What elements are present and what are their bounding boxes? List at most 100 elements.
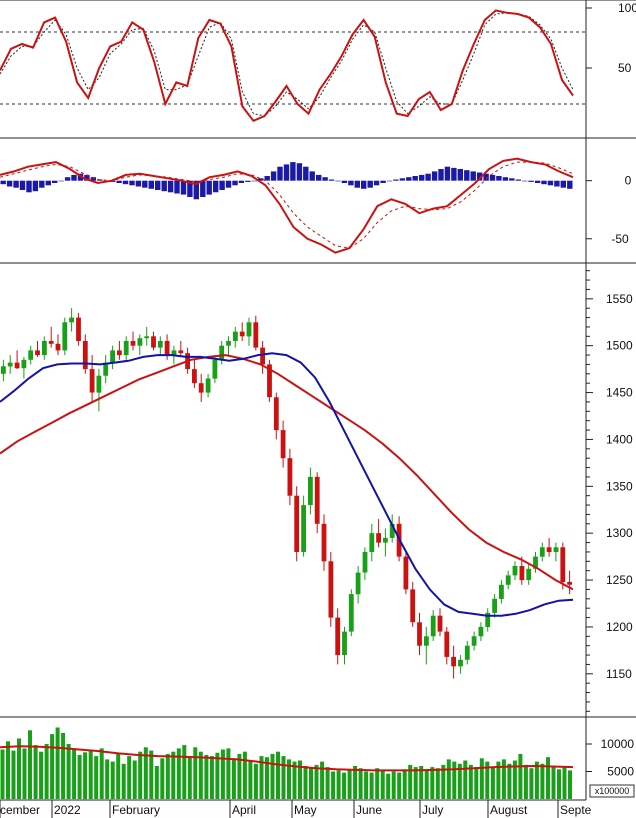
volume-bar (44, 744, 49, 799)
macd-tick-label: 0 (625, 174, 632, 188)
macd-histogram-bar (116, 180, 122, 183)
macd-histogram-bar (547, 180, 554, 186)
volume-bar (72, 748, 77, 799)
volume-unit-label: x100000 (595, 786, 630, 796)
candle-body (280, 430, 286, 459)
candle-body (451, 656, 456, 667)
price-panel: 1550 1500 1450 1400 1350 1300 1250 1200 1150 (0, 263, 636, 718)
candle-body (294, 495, 300, 552)
volume-bar (512, 760, 517, 799)
macd-histogram-bar (470, 171, 476, 181)
macd-histogram-bar (541, 180, 547, 185)
candle-body (226, 341, 231, 346)
volume-bar (99, 748, 104, 799)
x-tick-label: cember (0, 803, 40, 817)
volume-bar (325, 767, 330, 799)
macd-histogram-bar (13, 180, 19, 188)
macd-histogram-bar (45, 180, 51, 186)
volume-bar (303, 766, 308, 799)
volume-bar (320, 761, 325, 799)
candle-body (478, 626, 484, 637)
macd-histogram-bar (193, 180, 199, 200)
candle-body (424, 636, 429, 646)
macd-histogram-bar (534, 180, 541, 183)
volume-bar (33, 745, 38, 799)
volume-bar (220, 749, 225, 799)
volume-bar (237, 753, 242, 799)
volume-bars (0, 727, 572, 800)
volume-bar (568, 770, 572, 799)
volume-bar (209, 756, 214, 799)
candle-body (267, 364, 272, 398)
macd-histogram-bar (290, 162, 296, 181)
volume-bar (149, 750, 154, 799)
volume-bar (77, 755, 82, 799)
volume-bar (253, 763, 258, 799)
candle-body (321, 523, 327, 562)
macd-histogram-bar (476, 172, 483, 181)
candle-body (28, 350, 34, 360)
macd-histogram-bar (451, 167, 457, 181)
macd-histogram-bar (58, 180, 64, 182)
candle-body (117, 350, 122, 356)
macd-histogram-bar (180, 180, 187, 195)
candle-body (89, 369, 95, 393)
candle-body (417, 622, 422, 646)
macd-histogram-bar (39, 180, 45, 188)
candle-body (82, 341, 88, 370)
macd-histogram-bar (425, 173, 431, 181)
candle-body (42, 341, 47, 356)
candle-body (171, 350, 177, 356)
volume-bar (336, 770, 341, 799)
volume-bar (88, 749, 93, 799)
volume-bar (430, 767, 435, 799)
candle-body (546, 547, 552, 552)
macd-histogram-bar (64, 177, 71, 181)
candle-body (69, 317, 74, 323)
macd-histogram-bar (225, 180, 232, 188)
stochastic-y-ticks: 100 50 (586, 1, 636, 75)
macd-histogram-bar (270, 171, 277, 181)
volume-bar (11, 750, 16, 799)
volume-bar (369, 772, 374, 799)
candle-body (205, 378, 211, 393)
macd-histogram-bar (264, 176, 270, 181)
volume-bar (165, 753, 170, 799)
moving-average-blue-line (0, 352, 574, 617)
volume-bar (523, 764, 528, 799)
macd-histogram-bar (71, 174, 77, 181)
candle-body (103, 362, 109, 376)
volume-bar (105, 759, 110, 799)
volume-bar (507, 763, 512, 799)
volume-tick-label: 10000 (601, 737, 635, 751)
candle-body (198, 383, 204, 393)
candle-body (164, 341, 170, 356)
volume-bar (397, 772, 402, 799)
volume-bar (83, 752, 88, 800)
x-tick-label: Septe (560, 803, 592, 817)
macd-histogram-bar (52, 180, 58, 183)
macd-histogram-bar (26, 180, 32, 193)
candle-body (48, 341, 54, 344)
volume-bar (50, 734, 55, 799)
volume-bar (132, 760, 137, 799)
macd-histogram-bar (554, 180, 560, 187)
candle-body (301, 505, 306, 552)
candle-body (287, 458, 293, 496)
volume-bar (276, 751, 280, 799)
candle-body (533, 556, 538, 569)
volume-bar (534, 761, 539, 799)
volume-bar (496, 761, 501, 799)
volume-bar (468, 764, 473, 799)
macd-histogram-bar (431, 171, 438, 181)
volume-bar (121, 763, 126, 799)
volume-bar (182, 745, 187, 799)
macd-histogram-bar (373, 180, 380, 186)
price-tick-label: 1450 (606, 386, 633, 400)
macd-histogram-bar (509, 178, 515, 181)
candle-body (362, 551, 368, 573)
candle-body (383, 537, 388, 543)
candle-body (335, 617, 341, 656)
macd-histogram-bar (129, 180, 135, 186)
